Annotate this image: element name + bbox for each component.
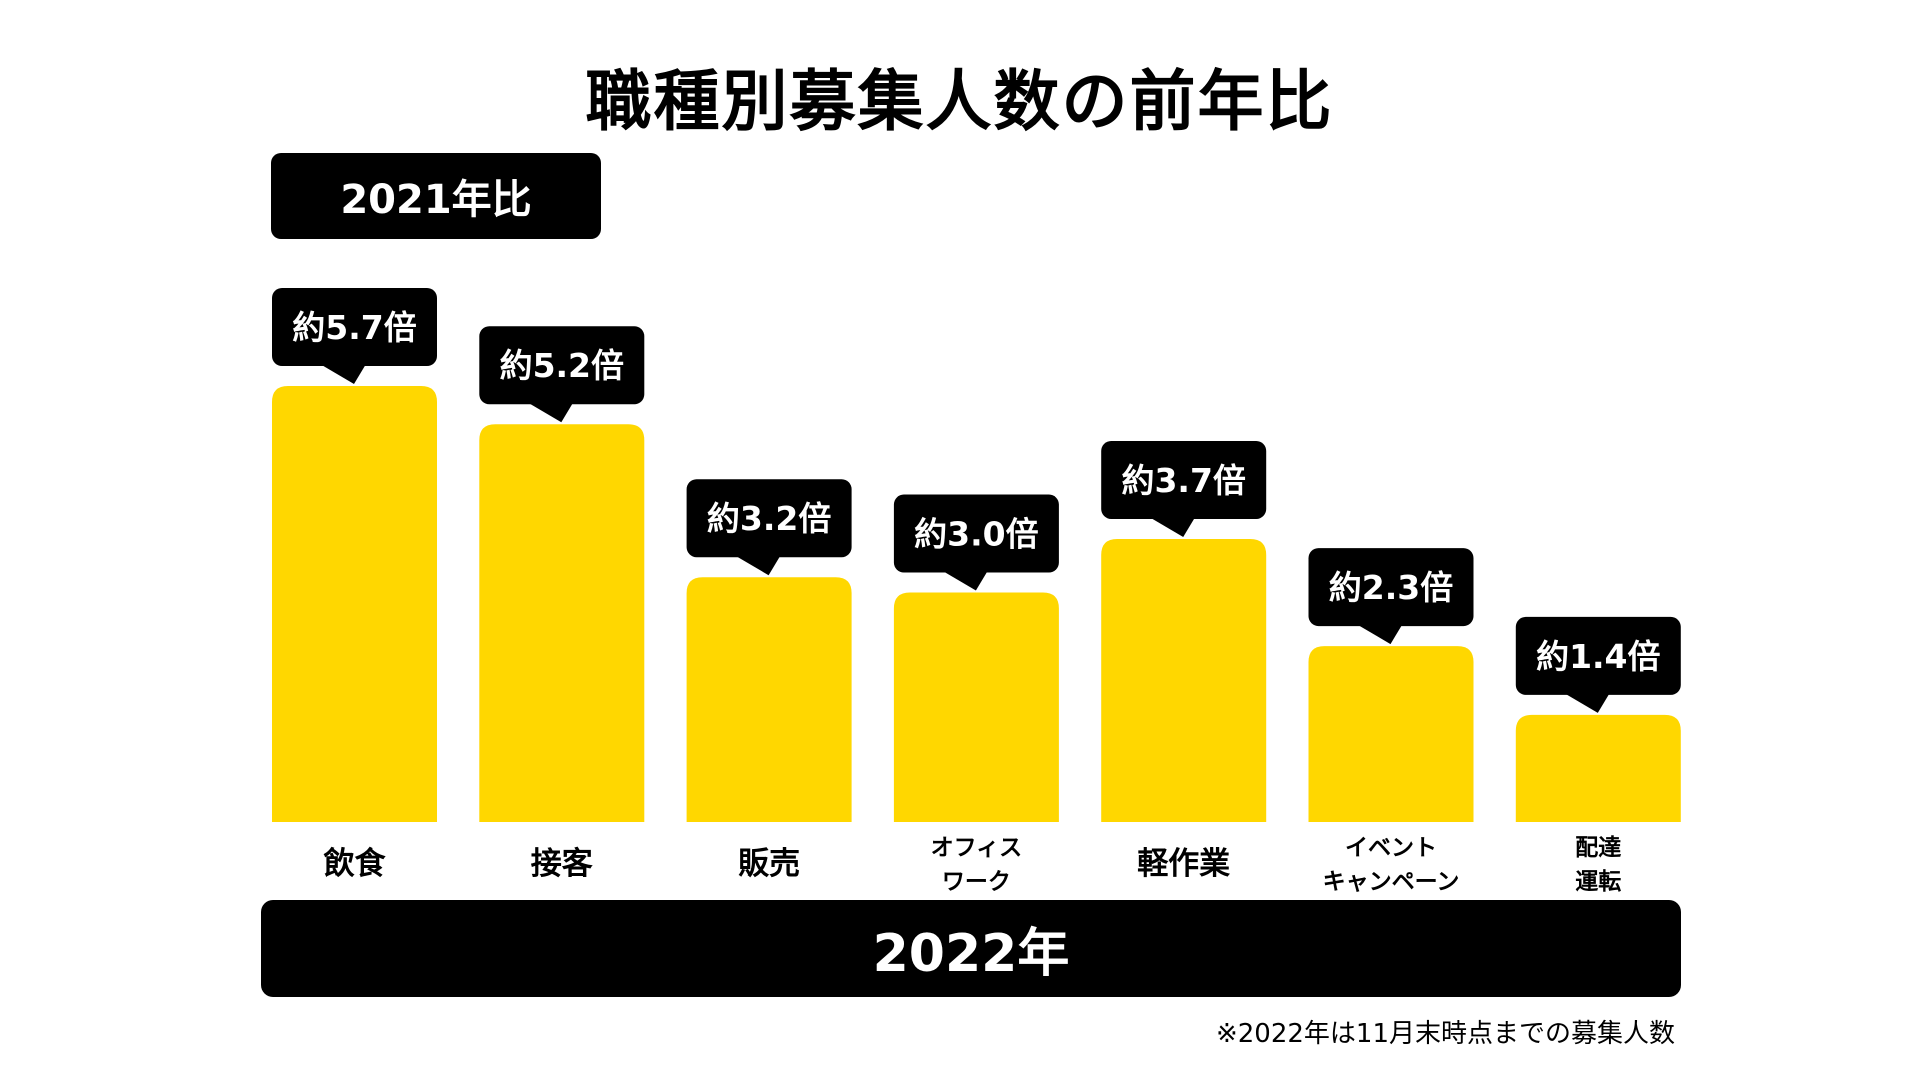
value-callout [893,494,1059,573]
category-label-line: オフィス [931,835,1023,861]
data-label: 約1.4倍 [1536,637,1660,676]
value-callout [1308,548,1474,627]
data-label: 約3.7倍 [1121,461,1245,500]
footnote: ※2022年は11月末時点までの募集人数 [1215,1019,1675,1049]
value-callout [1101,440,1267,519]
category-label: 飲食 [324,846,387,882]
callout-pointer [1563,692,1610,713]
value-callout [272,288,437,366]
callout-pointer [941,570,988,591]
category-label: 販売 [738,846,800,882]
callout-pointer [1356,624,1403,645]
year-axis-bar: 2022年 [261,900,1681,997]
category-label-line: キャンペーン [1323,869,1460,895]
category-label-line: イベント [1345,835,1437,861]
bar [1308,646,1474,822]
value-callout [686,479,852,558]
category-label-line: 配達 [1575,834,1621,861]
bar [1101,538,1267,822]
callout-pointer [320,364,366,384]
baseline-badge: 2021年比 [271,153,601,239]
category-label-line: 運転 [1575,869,1621,895]
data-label: 約2.3倍 [1329,568,1453,607]
bar [272,386,437,822]
callout-pointer [527,402,574,423]
bar [686,577,852,822]
baseline-label: 2021年比 [340,177,532,223]
bar [1515,714,1681,822]
data-label: 約3.0倍 [914,515,1038,554]
value-callout [479,326,645,405]
callout-pointer [734,555,781,576]
value-callout [1515,616,1681,695]
bar [893,592,1059,822]
category-label-line: ワーク [942,869,1011,895]
data-label: 約3.2倍 [707,499,831,538]
callout-pointer [1149,516,1196,537]
category-label: 接客 [531,846,593,882]
page-title: 職種別募集人数の前年比 [585,63,1334,140]
bar [479,424,645,822]
data-label: 約5.2倍 [500,346,624,385]
data-label: 約5.7倍 [292,308,416,347]
category-label: 軽作業 [1137,846,1230,882]
year-label: 2022年 [872,924,1070,984]
